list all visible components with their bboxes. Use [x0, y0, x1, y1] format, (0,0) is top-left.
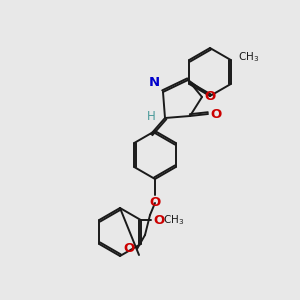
Text: CH$_3$: CH$_3$	[238, 50, 259, 64]
Text: CH$_3$: CH$_3$	[163, 213, 184, 227]
Text: O: O	[124, 242, 135, 256]
Text: N: N	[149, 76, 160, 89]
Text: H: H	[147, 110, 155, 122]
Text: O: O	[204, 89, 215, 103]
Text: O: O	[149, 196, 161, 209]
Text: O: O	[210, 107, 221, 121]
Text: O: O	[154, 214, 165, 226]
